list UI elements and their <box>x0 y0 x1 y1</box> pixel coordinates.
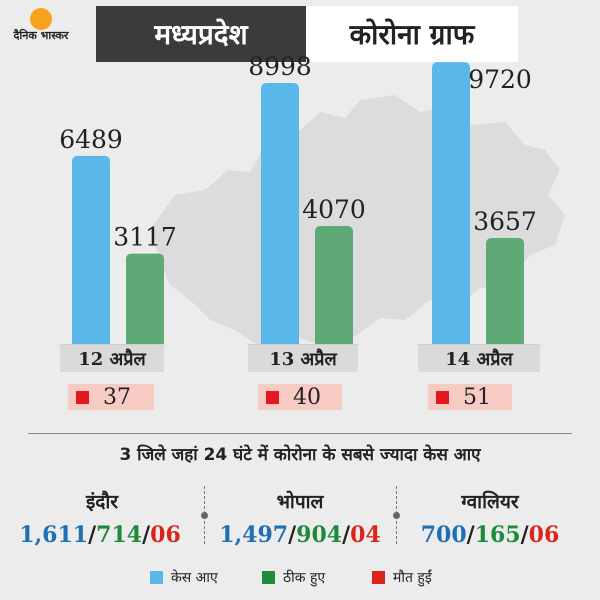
deaths-value-14-april: 51 <box>463 384 491 410</box>
label-recovered-13-april: 4070 <box>302 195 366 224</box>
indore-recovered: 714 <box>96 522 143 548</box>
label-cases-13-april: 8998 <box>248 52 312 81</box>
deaths-box-12-april: 37 <box>68 384 154 410</box>
legend-recovered: ठीक हुए <box>262 568 325 587</box>
bar-recovered-12-april <box>126 253 164 344</box>
date-label-14-april: 14 अप्रैल <box>418 344 540 372</box>
stat-separator: / <box>142 522 151 548</box>
label-cases-14-april: 9720 <box>468 65 532 94</box>
legend-label-deaths: मौत हुईं <box>393 570 432 586</box>
date-label-12-april: 12 अप्रैल <box>60 344 164 372</box>
district-name-bhopal: भोपाल <box>276 491 324 513</box>
stat-separator: / <box>466 522 475 548</box>
bar-chart: 6489 3117 8998 4070 9720 3657 <box>59 52 565 348</box>
date-label-13-april: 13 अप्रैल <box>248 344 358 372</box>
stat-separator: / <box>288 522 297 548</box>
bar-recovered-13-april <box>315 225 353 344</box>
districts-subtitle: 3 जिले जहां 24 घंटे में कोरोना के सबसे ज… <box>50 438 550 468</box>
stat-separator: / <box>520 522 529 548</box>
death-square-icon <box>76 390 89 404</box>
district-name-indore: इंदौर <box>85 491 119 513</box>
district-name-gwalior: ग्वालियर <box>461 491 519 513</box>
label-recovered-14-april: 3657 <box>473 207 537 236</box>
deaths-box-14-april: 51 <box>428 384 512 410</box>
bhopal-cases: 1,497 <box>219 522 289 548</box>
legend-swatch-recovered <box>262 571 275 584</box>
bhopal-recovered: 904 <box>296 522 343 548</box>
legend-swatch-deaths <box>372 571 385 584</box>
title-state: मध्यप्रदेश <box>96 6 306 62</box>
stat-separator: / <box>88 522 97 548</box>
deaths-value-12-april: 37 <box>103 384 131 410</box>
district-stats-bhopal: 1,497/904/04 <box>200 522 400 548</box>
legend-deaths: मौत हुईं <box>372 568 432 587</box>
title-graph: कोरोना ग्राफ <box>306 6 518 62</box>
label-recovered-12-april: 3117 <box>113 223 177 252</box>
death-square-icon <box>436 390 449 404</box>
deaths-value-13-april: 40 <box>293 384 321 410</box>
dainik-bhaskar-logo: दैनिक भास्कर <box>10 8 72 62</box>
divider-line <box>28 433 572 434</box>
indore-cases: 1,611 <box>19 522 89 548</box>
separator-dot <box>201 512 208 519</box>
legend-label-recovered: ठीक हुए <box>283 570 326 586</box>
death-square-icon <box>266 390 279 404</box>
label-cases-12-april: 6489 <box>59 125 123 154</box>
bhopal-deaths: 04 <box>350 522 381 548</box>
separator-dot <box>393 512 400 519</box>
stat-separator: / <box>342 522 351 548</box>
bar-cases-12-april <box>72 155 110 344</box>
gwalior-cases: 700 <box>420 522 467 548</box>
deaths-box-13-april: 40 <box>258 384 342 410</box>
gwalior-deaths: 06 <box>528 522 560 548</box>
bar-cases-14-april <box>432 62 470 345</box>
legend-cases: केस आए <box>150 568 218 587</box>
legend-swatch-cases <box>150 571 163 584</box>
legend-label-cases: केस आए <box>171 570 218 586</box>
sun-icon <box>30 8 52 30</box>
gwalior-recovered: 165 <box>474 522 521 548</box>
district-stats-indore: 1,611/714/06 <box>0 522 200 548</box>
indore-deaths: 06 <box>150 522 181 548</box>
bar-cases-13-april <box>261 83 299 345</box>
bar-recovered-14-april <box>486 237 524 344</box>
district-stats-gwalior: 700/165/06 <box>390 522 590 548</box>
logo-text: दैनिक भास्कर <box>13 29 69 42</box>
